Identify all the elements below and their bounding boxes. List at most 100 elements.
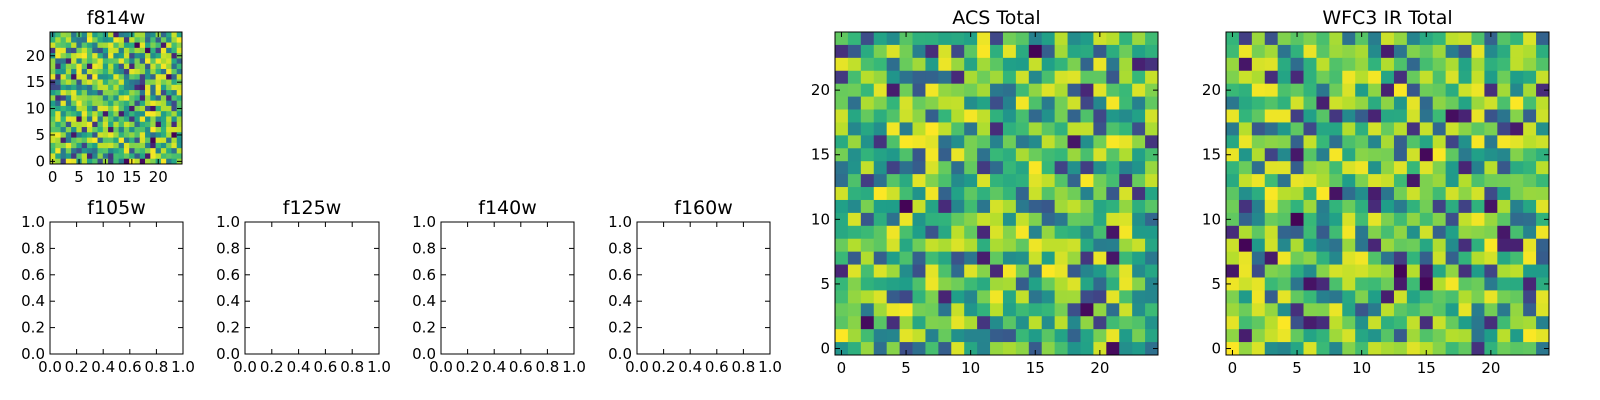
heatmap-cell <box>50 116 56 123</box>
heatmap-cell <box>1080 122 1094 136</box>
heatmap-cell <box>886 96 900 110</box>
heatmap-cell <box>964 187 978 201</box>
heatmap-cell <box>860 303 875 317</box>
heatmap-cell <box>1393 187 1408 201</box>
heatmap-cell <box>899 277 913 291</box>
heatmap-cell <box>1406 44 1421 59</box>
heatmap-cell <box>1238 57 1253 72</box>
heatmap-cell <box>1497 277 1511 291</box>
heatmap-cell <box>1523 44 1537 59</box>
y-tick-label: 1.0 <box>216 213 240 231</box>
heatmap-cell <box>86 142 93 149</box>
heatmap-cell <box>1067 70 1081 85</box>
heatmap-cell <box>160 37 167 43</box>
heatmap-cell <box>150 153 156 160</box>
heatmap-cell <box>176 137 183 144</box>
heatmap-cell <box>1523 96 1537 110</box>
heatmap-cell <box>1303 174 1317 188</box>
heatmap-cell <box>1106 290 1120 304</box>
heatmap-cell <box>1238 277 1253 291</box>
heatmap-cell <box>1432 70 1447 85</box>
heatmap-cell <box>92 47 98 54</box>
chart-title-acs-total: ACS Total <box>952 7 1040 29</box>
heatmap-cell <box>1226 187 1240 201</box>
heatmap-cell <box>1277 342 1291 356</box>
heatmap-cell <box>1445 32 1459 46</box>
heatmap-cell <box>873 316 888 330</box>
heatmap-cell <box>1041 57 1056 72</box>
heatmap-cell <box>1028 277 1043 291</box>
heatmap-cell <box>1028 238 1043 253</box>
heatmap-cell <box>990 303 1004 317</box>
heatmap-cell <box>166 132 172 138</box>
heatmap-cell <box>1316 83 1330 97</box>
heatmap-cell <box>108 42 114 49</box>
heatmap-cell <box>1238 70 1253 85</box>
heatmap-cell <box>1080 342 1094 356</box>
heatmap-cell <box>108 116 114 123</box>
heatmap-cell <box>118 63 125 70</box>
heatmap-cell <box>964 199 978 214</box>
heatmap-cell <box>1106 329 1120 343</box>
heatmap-cell <box>1251 212 1266 227</box>
heatmap-cell <box>129 153 135 160</box>
heatmap-cell <box>1041 174 1056 188</box>
heatmap-cell <box>1406 199 1421 214</box>
heatmap-cell <box>171 142 178 149</box>
heatmap-cell <box>1290 32 1304 46</box>
heatmap-cell <box>108 111 114 117</box>
heatmap-cell <box>155 68 162 75</box>
heatmap-cell <box>1329 174 1343 188</box>
heatmap-cell <box>1303 135 1317 149</box>
heatmap-cell <box>102 68 109 75</box>
heatmap-cell <box>1355 316 1369 330</box>
heatmap-cell <box>60 137 67 144</box>
heatmap-cell <box>1054 44 1068 59</box>
heatmap-cell <box>102 137 109 144</box>
heatmap-cell <box>1523 187 1537 201</box>
heatmap-cell <box>1458 264 1472 278</box>
heatmap-cell <box>1316 251 1330 265</box>
heatmap-cell <box>1132 44 1146 59</box>
heatmap-cell <box>108 74 114 80</box>
heatmap-cell <box>71 116 77 123</box>
heatmap-cell <box>886 277 900 291</box>
heatmap-cell <box>92 58 98 65</box>
heatmap-cell <box>1368 225 1382 240</box>
heatmap-cell <box>1145 264 1159 278</box>
x-tick-label: 0.0 <box>625 358 649 376</box>
heatmap-cell <box>1132 329 1146 343</box>
heatmap-cell <box>123 148 130 154</box>
heatmap-cell <box>102 132 109 138</box>
heatmap-cell <box>71 132 77 138</box>
heatmap-cell <box>134 74 141 80</box>
heatmap-cell <box>951 32 965 46</box>
heatmap-cell <box>1316 161 1330 175</box>
heatmap-cell <box>1238 303 1253 317</box>
heatmap-cell <box>1316 70 1330 85</box>
heatmap-cell <box>1432 187 1447 201</box>
heatmap-cell <box>1054 277 1068 291</box>
heatmap-cell <box>1432 212 1447 227</box>
x-tick-label: 0.4 <box>287 358 311 376</box>
heatmap-cell <box>1119 122 1133 136</box>
heatmap-cell <box>1406 329 1421 343</box>
heatmap-cell <box>1264 57 1279 72</box>
heatmap-cell <box>1251 290 1266 304</box>
heatmap-cell <box>1497 316 1511 330</box>
heatmap-cell <box>171 137 178 144</box>
heatmap-cell <box>1458 303 1472 317</box>
heatmap-cell <box>1484 251 1498 265</box>
heatmap-cell <box>1002 57 1017 72</box>
heatmap-cell <box>145 53 151 59</box>
y-tick-label: 0.2 <box>608 319 632 337</box>
heatmap-cell <box>134 63 141 70</box>
heatmap-cell <box>1277 277 1291 291</box>
heatmap-cell <box>1251 96 1266 110</box>
heatmap-cell <box>1355 148 1369 162</box>
heatmap-cell <box>65 84 72 91</box>
heatmap-cell <box>873 57 888 72</box>
heatmap-cell <box>1028 199 1043 214</box>
heatmap-cell <box>899 199 913 214</box>
heatmap-cell <box>108 58 114 65</box>
